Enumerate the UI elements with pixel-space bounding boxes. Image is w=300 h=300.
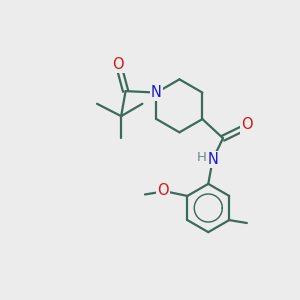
Text: N: N [207,152,218,167]
Text: H: H [196,152,206,164]
Text: O: O [158,182,169,197]
Text: O: O [241,118,253,133]
Text: N: N [151,85,162,100]
Text: O: O [112,57,124,72]
